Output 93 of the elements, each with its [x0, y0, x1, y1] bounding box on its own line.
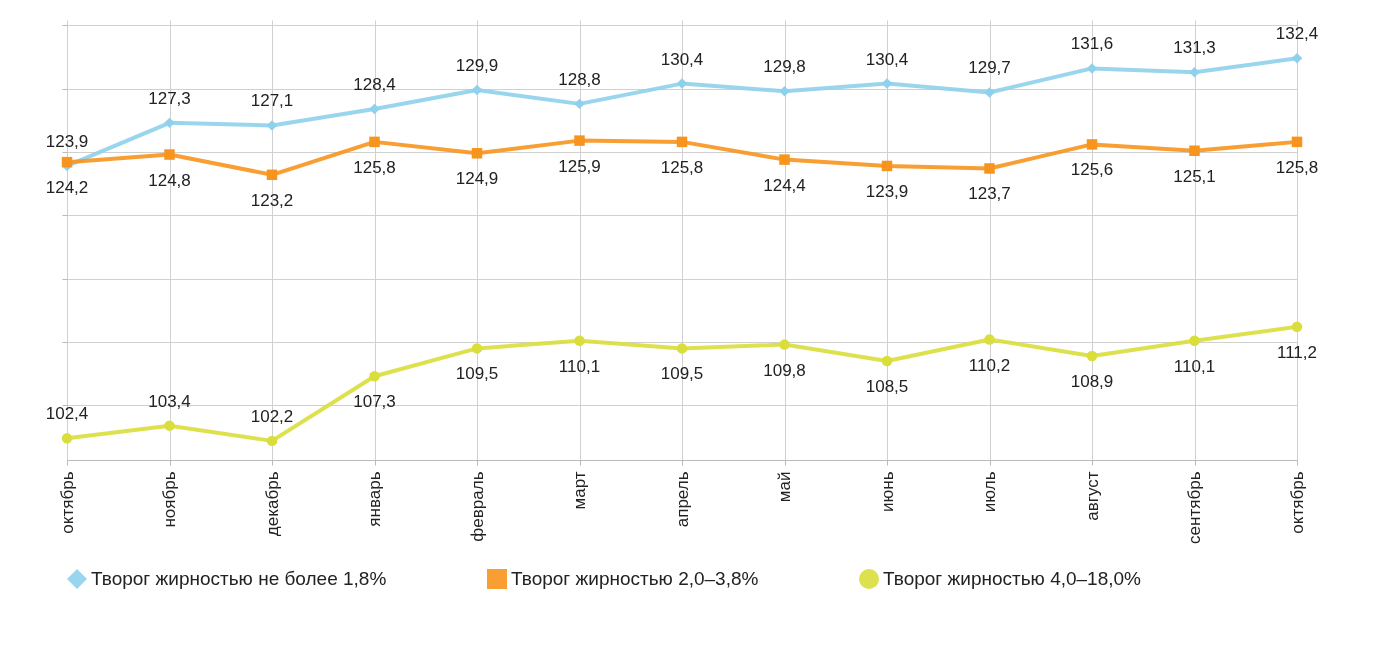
point: [471, 84, 483, 96]
data-label: 129,9: [455, 55, 499, 75]
data-label: 125,8: [660, 157, 704, 177]
point: [881, 78, 893, 89]
data-label: 110,2: [968, 355, 1011, 375]
point: [574, 98, 585, 110]
data-label: 130,4: [660, 49, 704, 69]
x-tick-label: октябрь: [1287, 471, 1307, 534]
point: [471, 148, 483, 159]
data-label: 102,4: [45, 404, 89, 424]
x-tick-label: май: [775, 471, 794, 503]
point: [164, 149, 175, 160]
point: [61, 433, 73, 444]
data-label: 123,9: [865, 181, 909, 201]
point: [266, 435, 278, 447]
x-tick-label: март: [570, 471, 589, 510]
point: [1291, 136, 1303, 148]
data-label: 131,6: [1070, 34, 1114, 54]
legend-label: Творог жирностью 2,0–3,8%: [511, 568, 759, 589]
data-label: 128,8: [558, 69, 601, 89]
x-tick-label: ноябрь: [160, 471, 179, 528]
x-tick-label: апрель: [672, 471, 692, 528]
data-label: 125,6: [1070, 160, 1114, 180]
point: [1189, 66, 1200, 78]
point: [1291, 53, 1303, 64]
x-tick-label: декабрь: [262, 471, 282, 537]
point: [1086, 350, 1098, 362]
point: [369, 371, 380, 382]
point: [574, 135, 585, 146]
data-label: 109,5: [660, 364, 704, 384]
data-label: 110,1: [558, 356, 601, 376]
data-label: 130,4: [865, 49, 909, 69]
point: [984, 87, 995, 98]
data-label: 129,8: [763, 57, 806, 77]
x-tick-label: февраль: [467, 471, 487, 542]
point: [779, 154, 790, 165]
data-label: 103,4: [148, 391, 191, 411]
x-tick-label: июль: [980, 471, 999, 513]
data-label: 111,2: [1276, 342, 1318, 362]
data-label: 124,2: [45, 178, 89, 198]
point: [779, 339, 790, 350]
data-label: 108,5: [865, 377, 909, 397]
data-label: 107,3: [353, 392, 396, 412]
data-label: 127,3: [148, 88, 191, 108]
point: [266, 120, 278, 131]
x-tick-label: январь: [365, 471, 384, 527]
data-label: 125,8: [1275, 157, 1319, 177]
point: [61, 156, 73, 168]
x-tick-label: октябрь: [57, 471, 77, 534]
data-label: 123,9: [45, 131, 89, 151]
data-label: 108,9: [1070, 371, 1114, 391]
data-label: 109,8: [763, 360, 806, 380]
point: [1189, 145, 1200, 156]
data-label: 110,1: [1173, 356, 1216, 376]
point: [266, 169, 278, 181]
point: [676, 136, 688, 148]
x-tick-label: август: [1082, 471, 1102, 521]
data-label: 123,2: [250, 190, 294, 210]
point: [1189, 335, 1200, 347]
point: [1086, 139, 1098, 150]
x-tick-label: июнь: [877, 471, 897, 512]
data-label: 127,1: [250, 91, 294, 111]
data-label: 125,8: [353, 157, 396, 177]
point: [369, 103, 380, 115]
point: [369, 136, 380, 148]
point: [881, 355, 893, 367]
data-label: 123,7: [968, 184, 1011, 204]
data-label: 124,9: [455, 169, 499, 189]
legend-label: Творог жирностью не более 1,8%: [91, 568, 387, 589]
point: [1291, 321, 1303, 333]
point: [471, 343, 483, 354]
data-label: 109,5: [455, 364, 499, 384]
data-label: 124,4: [763, 175, 806, 195]
point: [1086, 63, 1098, 74]
point: [984, 163, 995, 174]
legend-label: Творог жирностью 4,0–18,0%: [883, 568, 1142, 589]
data-label: 125,1: [1173, 166, 1216, 186]
data-label: 124,8: [148, 170, 191, 190]
x-tick-label: сентябрь: [1185, 471, 1204, 544]
data-label: 128,4: [353, 74, 396, 94]
data-label: 102,2: [250, 406, 294, 426]
data-label: 129,7: [968, 58, 1011, 78]
data-label: 125,9: [558, 156, 601, 176]
point: [676, 78, 688, 89]
point: [984, 334, 995, 345]
point: [779, 85, 790, 97]
point: [164, 117, 175, 129]
point: [574, 335, 585, 347]
point: [881, 160, 893, 172]
point: [164, 420, 175, 431]
point: [676, 343, 688, 354]
data-label: 131,3: [1173, 38, 1216, 58]
data-label: 132,4: [1275, 24, 1319, 44]
